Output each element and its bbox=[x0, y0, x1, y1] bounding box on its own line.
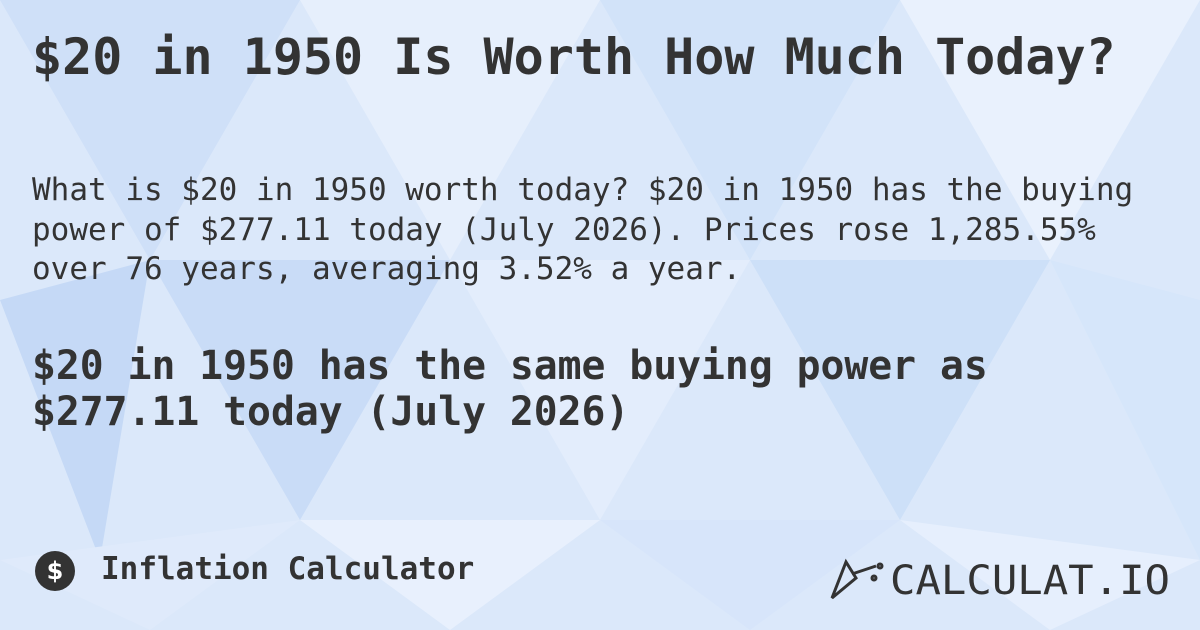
paragraph-line: What is $20 in 1950 worth today? $20 in … bbox=[32, 172, 1134, 208]
paragraph-line: over 76 years, averaging 3.52% a year. bbox=[32, 251, 742, 287]
icon-symbol: $ bbox=[47, 557, 64, 585]
logo-text: CALCULAT.IO bbox=[890, 558, 1170, 604]
highlight-line: $277.11 today (July 2026) bbox=[32, 389, 630, 435]
highlight-line: $20 in 1950 has the same buying power as bbox=[32, 343, 988, 389]
title: $20 in 1950 Is Worth How Much Today? bbox=[32, 28, 1116, 86]
logo-mark bbox=[830, 558, 884, 600]
category: Inflation Calculator bbox=[101, 551, 475, 587]
paragraph-line: power of $277.11 today (July 2026). Pric… bbox=[32, 212, 1096, 248]
